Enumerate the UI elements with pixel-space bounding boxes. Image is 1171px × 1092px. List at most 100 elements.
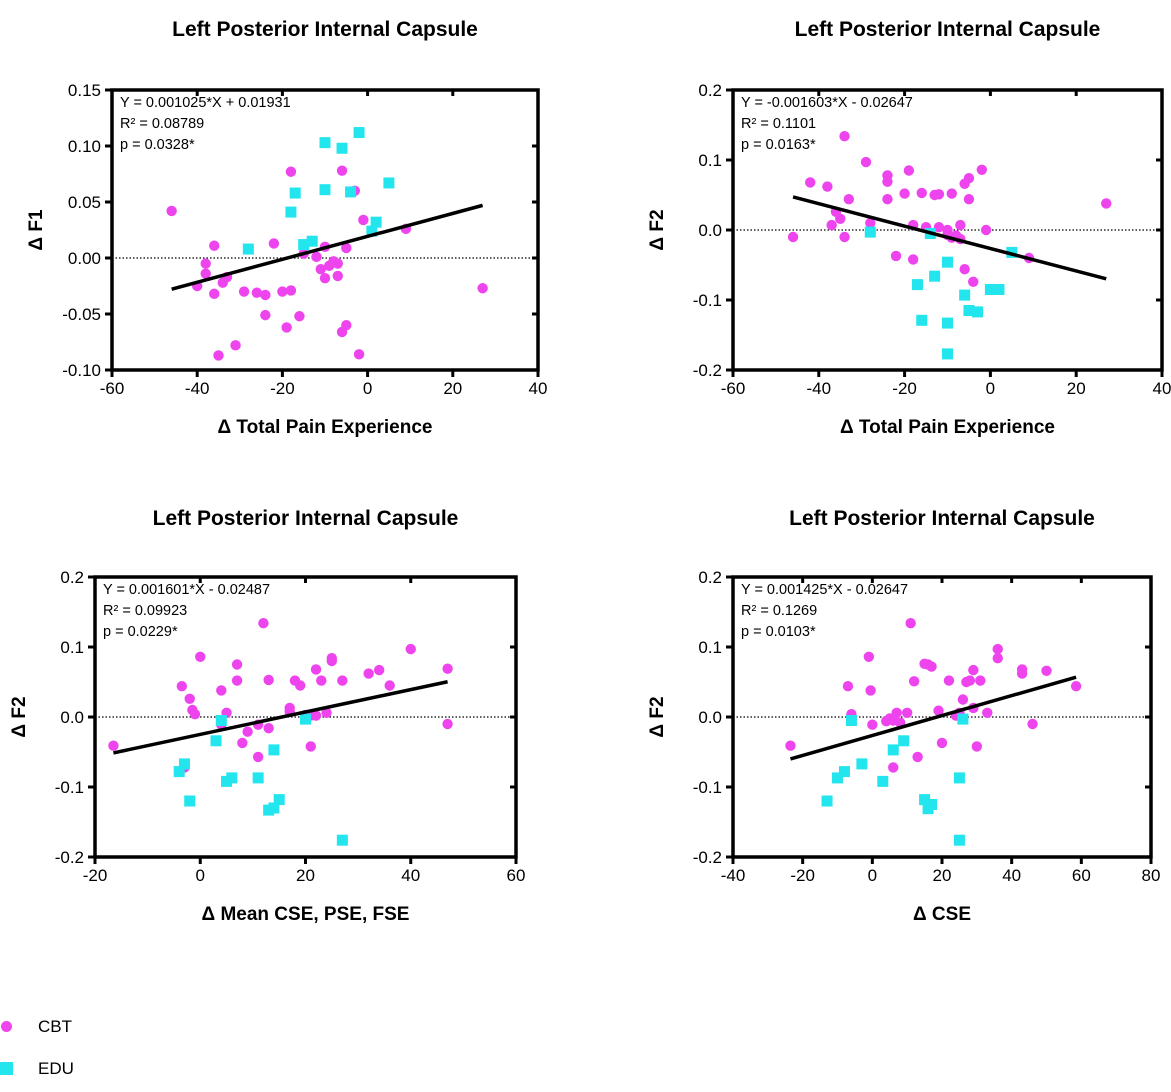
point-edu [226,772,238,784]
point-edu [242,243,254,255]
point-cbt [263,723,274,734]
fit-annotation-line: R² = 0.09923 [103,603,187,619]
point-cbt [332,258,343,269]
point-cbt [209,288,220,300]
point-edu [289,187,301,199]
point-cbt [305,741,316,752]
point-cbt [442,663,453,674]
point-cbt [901,707,913,718]
point-edu [298,239,310,251]
x-tick-label: -20 [790,866,815,885]
x-tick-label: -40 [185,379,210,398]
point-cbt [963,194,975,205]
y-tick-label: -0.10 [62,361,101,380]
point-cbt [865,685,876,696]
point-cbt [319,272,331,284]
x-tick-label: 20 [296,866,315,885]
point-edu [210,735,222,747]
y-tick-label: 0.1 [698,638,722,657]
point-cbt [957,694,969,705]
point-edu [345,186,357,198]
y-tick-label: 0.15 [68,81,101,100]
point-cbt [933,705,944,716]
x-tick-label: -40 [721,866,746,885]
point-edu [963,305,975,316]
point-cbt [358,214,369,226]
point-edu [877,775,889,787]
point-cbt [907,254,919,265]
point-edu [942,317,953,329]
point-cbt [946,188,957,199]
chart-panel-2: Left Posterior Internal Capsule -60 -40 -20… [647,18,1171,438]
x-tick-label: 0 [196,866,205,885]
point-edu [887,744,899,756]
x-tick-label: 60 [507,866,526,885]
x-tick-label: 60 [1072,866,1091,885]
point-cbt [963,173,975,184]
point-cbt [1041,665,1052,676]
point-edu [319,184,331,196]
point-edu [953,834,965,846]
y-tick-label: 0.05 [68,193,101,212]
point-cbt [477,283,488,294]
fit-annotation-line: R² = 0.08789 [120,116,204,132]
x-tick-label: 0 [986,379,995,398]
point-edu [926,799,938,810]
point-cbt [176,681,188,692]
point-edu [353,127,365,139]
fit-annotation-line: p = 0.0103* [741,624,816,640]
point-cbt [976,164,988,175]
point-cbt [195,651,206,662]
point-edu [864,226,876,238]
point-cbt [294,311,305,322]
x-axis-label: Δ Total Pain Experience [218,417,433,438]
y-tick-label: -0.05 [62,305,101,324]
point-edu [919,794,931,806]
point-cbt [865,217,876,229]
point-cbt [260,309,271,321]
point-cbt [826,219,837,231]
plot-frame [110,88,540,372]
x-tick-label: -60 [721,379,746,398]
y-tick-label: 0.0 [698,708,722,727]
point-cbt [230,340,241,351]
point-cbt [442,718,453,730]
fit-annotation-line: p = 0.0328* [120,137,195,153]
chart-panel-1: Left Posterior Internal Capsule -60 -40 -20… [26,18,547,438]
point-cbt [905,618,916,629]
fit-annotation-line: p = 0.0163* [741,137,816,153]
point-cbt [213,350,224,361]
point-cbt [968,664,979,676]
point-cbt [787,231,799,243]
point-edu [383,177,395,189]
y-tick-label: 0.1 [60,638,84,657]
fit-annotation-line: Y = -0.001603*X - 0.02647 [741,95,913,111]
point-cbt [860,156,872,168]
point-cbt [899,188,910,199]
x-tick-label: 40 [1002,866,1021,885]
point-cbt [1027,718,1038,730]
x-tick-label: 20 [1067,379,1086,398]
point-cbt [891,707,902,718]
regression-line [792,195,1107,281]
point-cbt [316,675,327,686]
point-edu [942,256,953,268]
y-tick-label: 0.10 [68,137,101,156]
point-cbt [238,286,250,297]
fit-annotation-line: R² = 0.1101 [741,116,816,132]
point-edu [845,715,857,726]
point-edu [929,270,941,282]
point-cbt [341,320,352,331]
regression-line [789,675,1077,761]
y-tick-label: -0.1 [693,778,722,797]
point-cbt [336,165,348,176]
x-tick-label: 40 [529,379,548,398]
legend-marker-cbt [1,1021,12,1032]
y-tick-label: -0.1 [55,778,84,797]
point-cbt [785,740,796,751]
point-edu [993,284,1005,295]
point-edu [957,713,969,725]
point-cbt [882,176,893,187]
point-cbt [263,674,274,686]
point-cbt [184,693,195,704]
